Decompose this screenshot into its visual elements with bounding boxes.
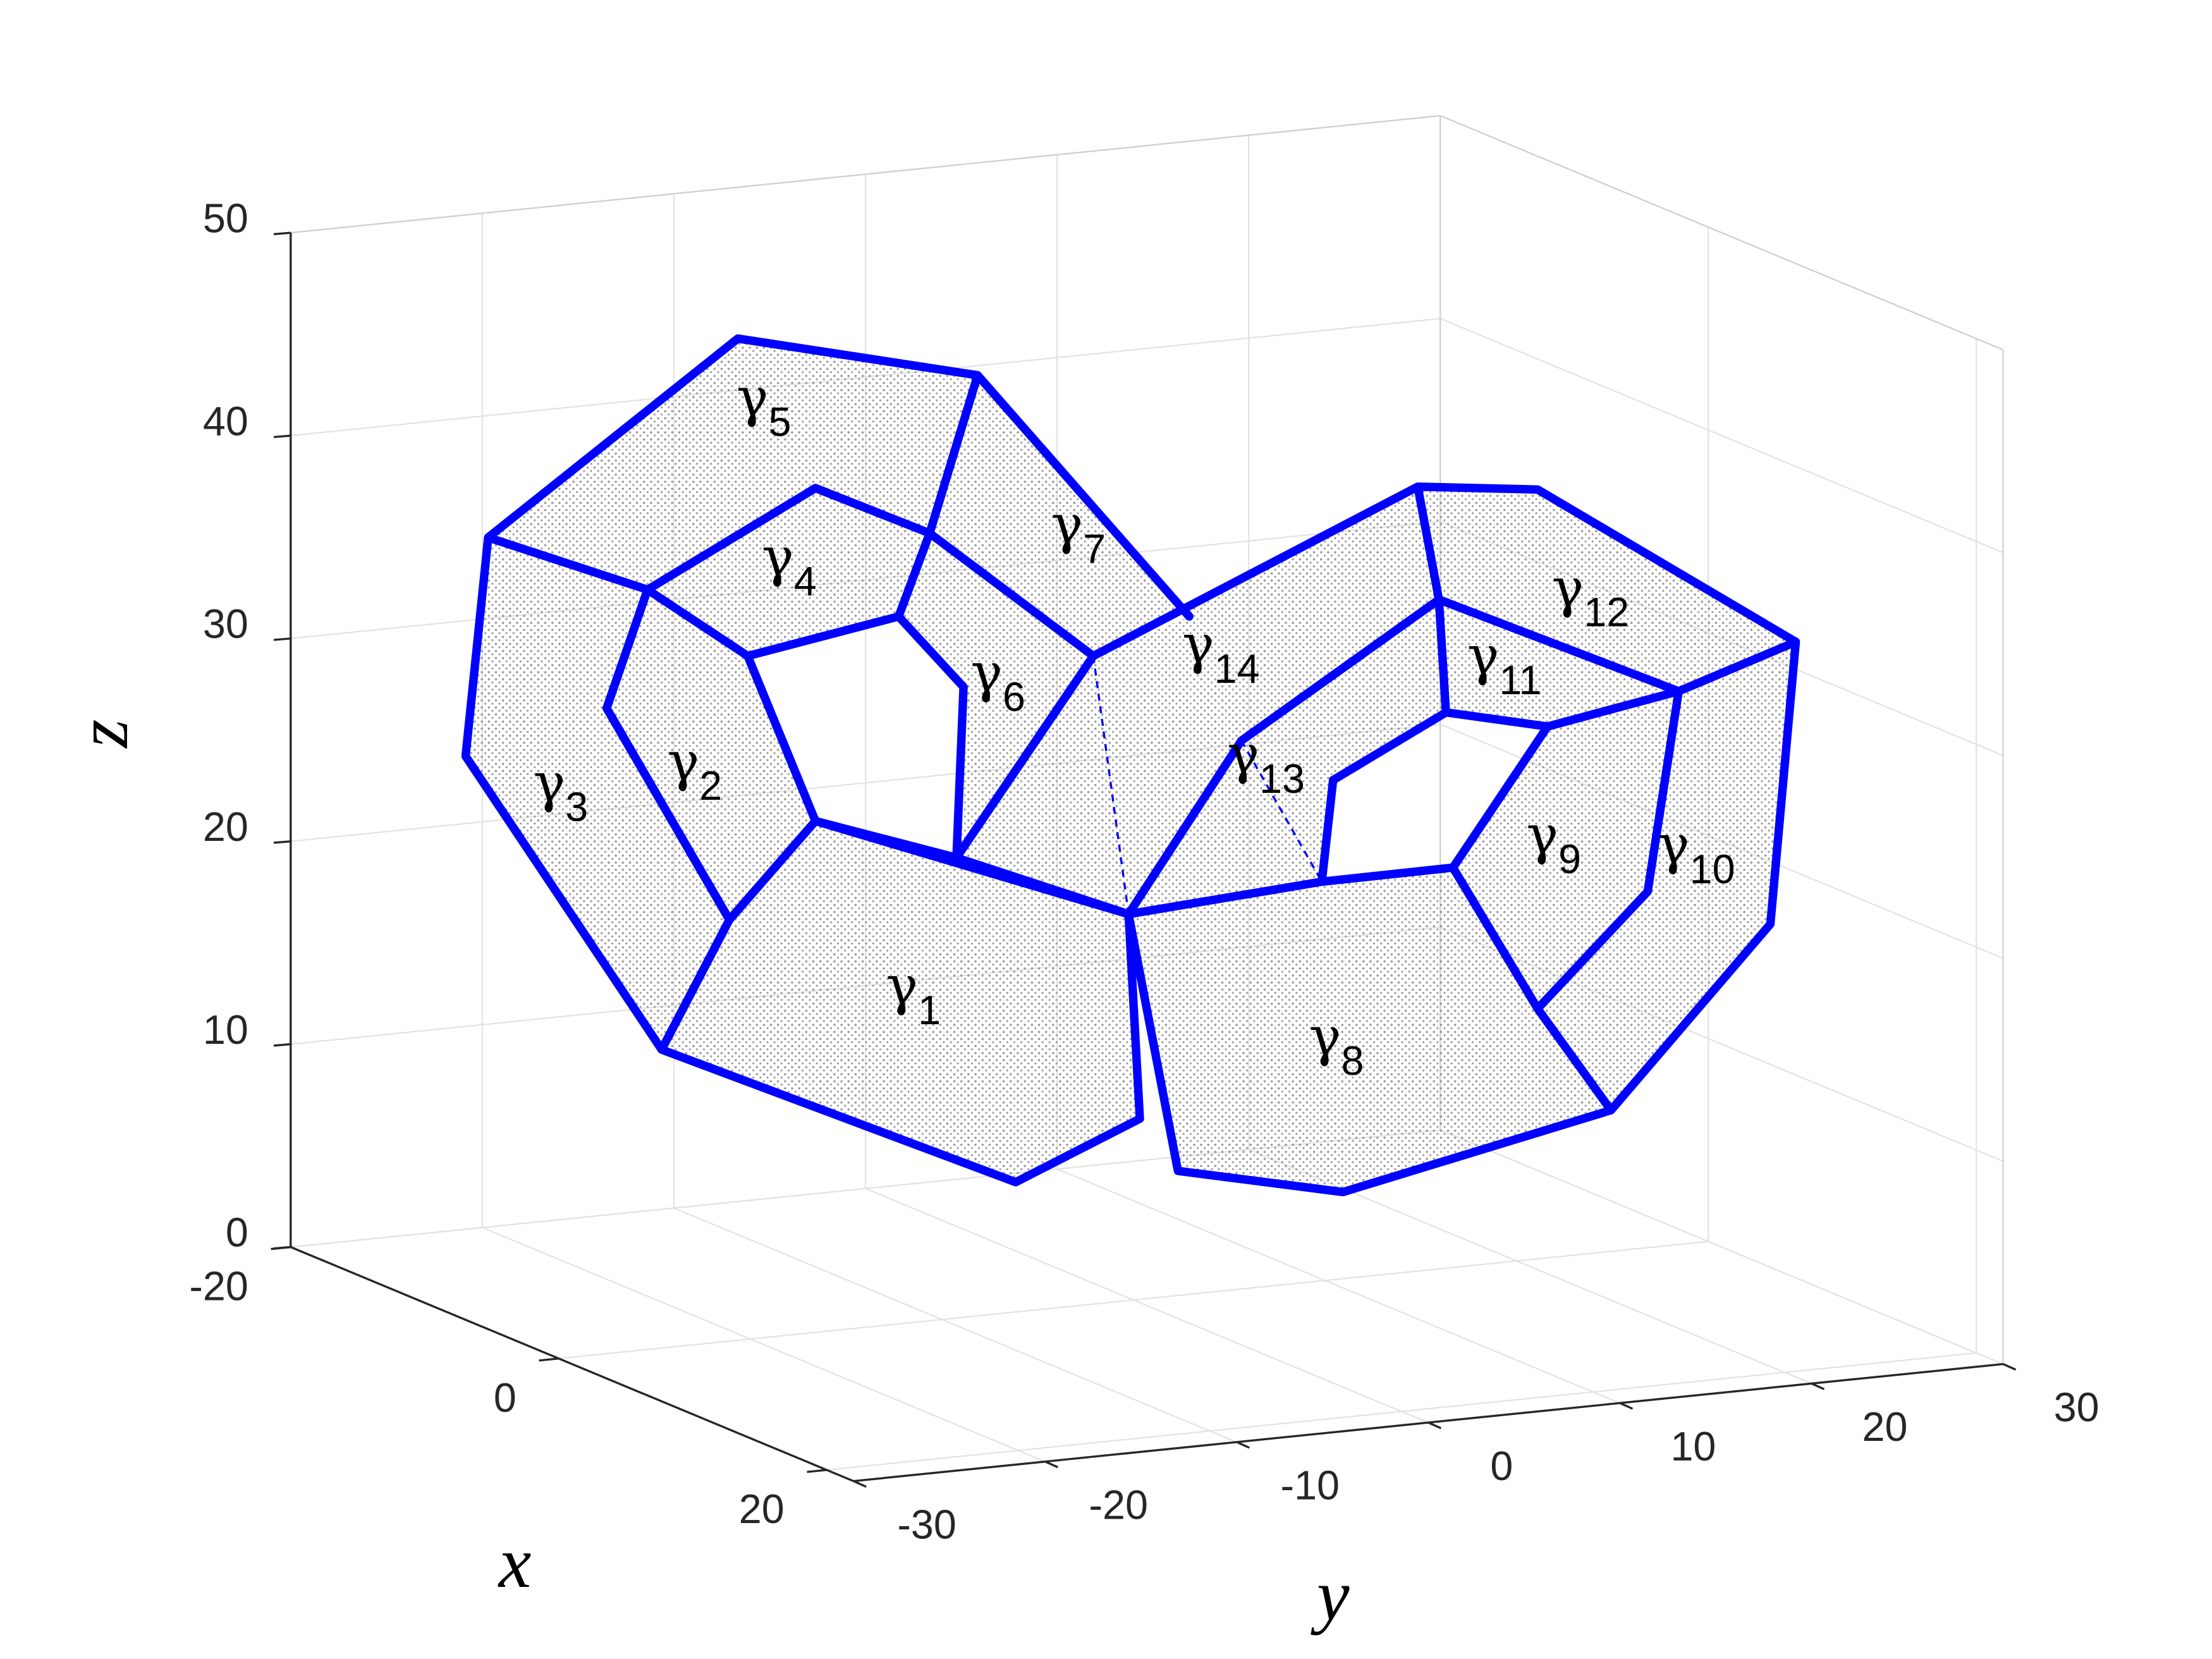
z-tick-label: 40: [203, 398, 248, 444]
z-tick-label: 10: [203, 1007, 248, 1053]
y-tick: [853, 1480, 867, 1488]
box-edge: [1439, 114, 2003, 351]
curve-index: 7: [1083, 525, 1106, 572]
curve-network: [461, 334, 1800, 1197]
x-tick: [807, 1469, 827, 1473]
point-cloud: [465, 338, 1796, 1192]
curve-index: 4: [794, 558, 817, 604]
curve-label: γ8: [1309, 1005, 1364, 1084]
curve-label: γ6: [970, 641, 1025, 719]
y-tick: [2002, 1362, 2017, 1371]
curve-symbol: γ: [762, 525, 794, 588]
curve-symbol: γ: [1467, 625, 1500, 687]
y-tick-label: -10: [1281, 1462, 1340, 1509]
x-axis-label: x: [498, 1522, 532, 1603]
hidden-curve: [1092, 656, 1323, 915]
y-tick: [1619, 1402, 1634, 1410]
curve-index: 11: [1499, 657, 1541, 703]
curve-index: 5: [769, 398, 791, 444]
z-axis-label: z: [63, 719, 144, 749]
curve-index: 2: [699, 762, 722, 809]
grid-line: [558, 1240, 1709, 1359]
y-axis-label: y: [1311, 1555, 1350, 1636]
curve-index: 9: [1558, 836, 1581, 882]
curve-label: γ12: [1552, 556, 1630, 635]
curve-symbol: γ: [1051, 493, 1083, 556]
z-tick: [273, 434, 291, 438]
curve-symbol: γ: [1526, 804, 1558, 866]
x-tick: [539, 1357, 559, 1362]
grid-line: [826, 1352, 1977, 1471]
curve-symbol: γ: [1227, 723, 1259, 786]
y-tick-label: 30: [2054, 1384, 2099, 1430]
y-tick-label: -30: [897, 1501, 956, 1547]
curve-symbol: γ: [668, 730, 700, 793]
z-tick: [273, 1043, 291, 1047]
curve-symbol: γ: [1182, 613, 1214, 676]
curve-symbol: γ: [886, 955, 918, 1017]
curve-index: 13: [1259, 756, 1305, 802]
curve-label: γ5: [736, 366, 791, 444]
grid-line: [865, 1187, 1429, 1424]
grid-line: [1056, 1168, 1620, 1404]
z-tick: [273, 840, 291, 844]
z-tick-label: 50: [203, 195, 248, 241]
curve-label: γ1: [886, 955, 941, 1033]
x-tick: [271, 1246, 291, 1251]
curve-label: γ14: [1182, 613, 1260, 692]
curve-index: 3: [565, 784, 588, 830]
z-tick-label: 20: [203, 804, 248, 850]
y-tick: [1427, 1421, 1442, 1429]
curve-label: γ11: [1467, 625, 1542, 703]
z-tick: [273, 231, 291, 236]
grid-line: [1439, 317, 2003, 554]
curve-label: γ7: [1051, 493, 1106, 572]
grid-line: [482, 1227, 1046, 1462]
curve-symbol: γ: [534, 751, 566, 814]
y-tick-label: 10: [1670, 1423, 1716, 1469]
z-tick-label: 30: [203, 601, 248, 647]
curve-index: 12: [1584, 589, 1629, 635]
curve-symbol: γ: [970, 641, 1003, 704]
box-edge: [290, 114, 1441, 234]
curve-symbol: γ: [1552, 556, 1584, 619]
curve-label: γ10: [1658, 814, 1735, 892]
grid-line: [673, 1207, 1237, 1443]
grid-line: [1439, 1129, 2003, 1365]
curve-symbol: γ: [1309, 1005, 1341, 1068]
curve-index: 8: [1341, 1038, 1364, 1084]
y-tick: [1044, 1460, 1058, 1469]
x-tick-label: 20: [739, 1486, 785, 1532]
y-tick-label: 0: [1490, 1443, 1513, 1489]
y-tick-label: -20: [1089, 1482, 1148, 1528]
curve-index: 14: [1214, 646, 1260, 692]
curve-index: 1: [918, 987, 941, 1033]
y-tick: [1811, 1382, 1825, 1390]
x-axis: [290, 1246, 854, 1483]
z-tick-label: 0: [226, 1209, 248, 1256]
curve-index: 10: [1690, 846, 1735, 892]
x-tick-label: -20: [189, 1263, 248, 1309]
y-tick-label: 20: [1862, 1404, 1908, 1450]
curve-symbol: γ: [736, 366, 769, 429]
curve-label: γ3: [534, 751, 589, 830]
y-tick: [1236, 1441, 1250, 1449]
curve-label: γ2: [668, 730, 723, 809]
curve-label: γ9: [1526, 804, 1581, 882]
curve-symbol: γ: [1658, 814, 1690, 876]
z-tick: [273, 637, 291, 641]
x-tick-label: 0: [494, 1374, 516, 1421]
curve-label: γ13: [1227, 723, 1305, 802]
curve-index: 6: [1003, 674, 1025, 720]
curve-label: γ4: [762, 525, 817, 604]
